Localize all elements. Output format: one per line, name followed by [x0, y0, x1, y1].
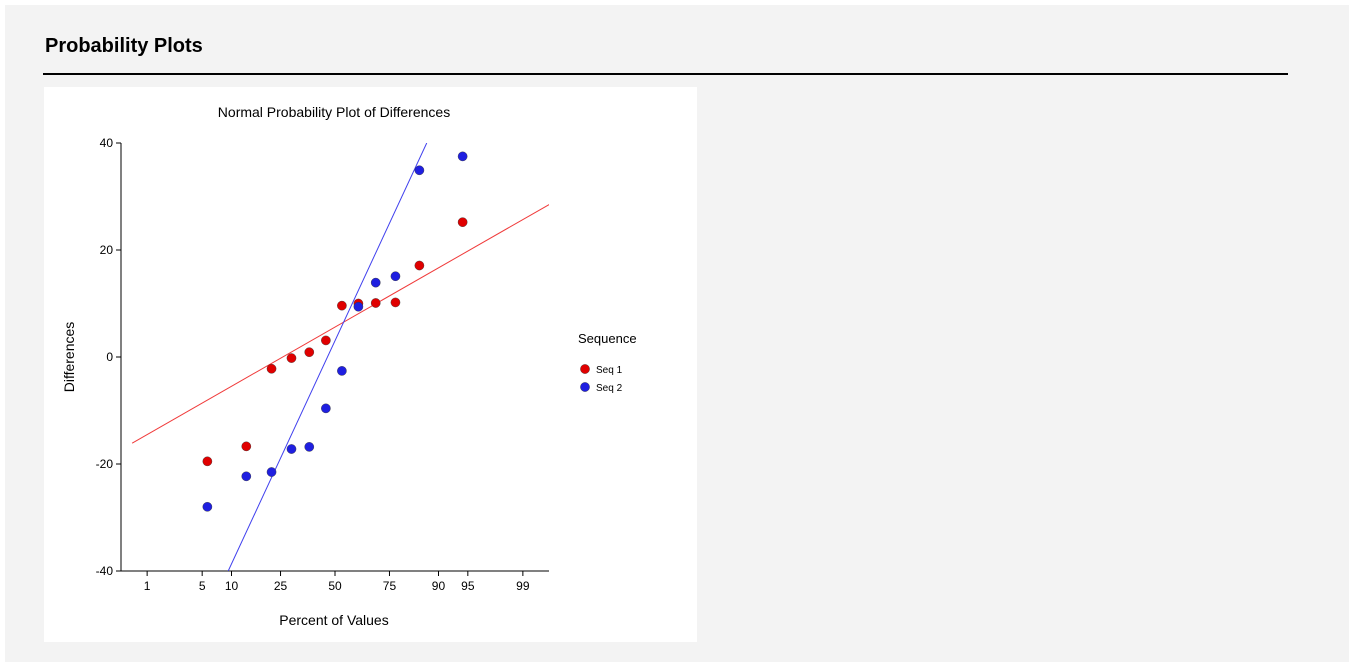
data-point-seq-1 — [337, 300, 347, 311]
chart-title: Normal Probability Plot of Differences — [218, 104, 450, 120]
y-tick-label: 0 — [106, 350, 113, 364]
y-tick-label: 40 — [100, 136, 114, 150]
x-tick-label: 75 — [383, 579, 397, 593]
data-point-seq-1 — [241, 441, 252, 452]
data-point-seq-1 — [390, 297, 401, 308]
data-point-seq-1 — [321, 335, 331, 346]
x-tick-label: 25 — [274, 579, 288, 593]
legend-label-seq-2: Seq 2 — [596, 383, 623, 394]
legend-marker-seq-2 — [580, 382, 590, 392]
data-point-seq-2 — [353, 301, 364, 312]
plot-area: -40 -20 0 20 40 1 5 10 25 50 75 90 95 99 — [96, 136, 549, 593]
x-tick-label: 95 — [461, 579, 475, 593]
data-point-seq-2 — [390, 271, 401, 282]
x-tick-label: 5 — [199, 579, 206, 593]
x-tick-label: 99 — [516, 579, 530, 593]
data-point-seq-2 — [414, 165, 425, 176]
data-point-seq-2 — [321, 403, 331, 414]
x-tick-label: 10 — [225, 579, 239, 593]
data-point-seq-2 — [202, 501, 213, 512]
fit-line-seq-2 — [227, 143, 428, 571]
data-point-seq-1 — [304, 347, 315, 357]
x-tick-label: 90 — [432, 579, 446, 593]
chart-panel: Normal Probability Plot of Differences -… — [44, 87, 697, 642]
data-point-seq-2 — [370, 277, 381, 288]
y-axis-label: Differences — [61, 322, 77, 393]
data-point-seq-2 — [337, 366, 347, 376]
data-point-seq-1 — [286, 353, 297, 363]
section-heading: Probability Plots — [45, 35, 203, 57]
probability-plot-chart: Normal Probability Plot of Differences -… — [61, 104, 637, 628]
report-page: Probability Plots Normal Probability Plo… — [5, 5, 1349, 662]
y-tick-label: -20 — [96, 457, 114, 471]
legend-marker-seq-1 — [580, 364, 590, 374]
fit-line-seq-1 — [131, 204, 549, 444]
x-axis-label: Percent of Values — [279, 612, 388, 628]
heading-divider — [43, 73, 1288, 75]
x-tick-label: 50 — [328, 579, 342, 593]
data-point-seq-1 — [266, 363, 277, 374]
legend-label-seq-1: Seq 1 — [596, 365, 623, 376]
data-point-seq-1 — [457, 217, 468, 227]
data-point-seq-2 — [266, 467, 277, 477]
data-point-seq-1 — [370, 298, 381, 308]
y-tick-label: 20 — [100, 243, 114, 257]
data-point-seq-2 — [286, 444, 297, 454]
y-tick-label: -40 — [96, 564, 114, 578]
legend: Sequence Seq 1 Seq 2 — [578, 331, 637, 394]
data-point-seq-2 — [304, 442, 315, 452]
data-point-seq-2 — [241, 471, 252, 482]
data-point-seq-2 — [457, 151, 468, 162]
x-tick-label: 1 — [144, 579, 151, 593]
legend-title: Sequence — [578, 331, 637, 346]
data-point-seq-1 — [202, 456, 213, 467]
data-point-seq-1 — [414, 260, 425, 271]
